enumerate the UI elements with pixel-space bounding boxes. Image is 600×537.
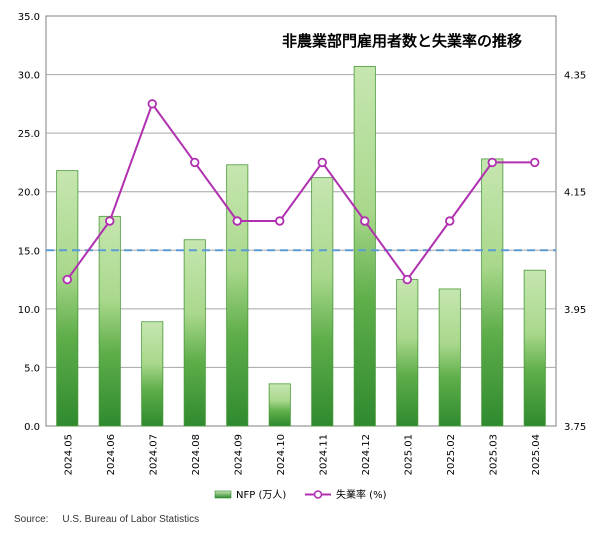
nfp-bar-2025.04 bbox=[523, 269, 546, 427]
nfp-bar-2024.06 bbox=[98, 215, 121, 427]
nfp-bar-2024.11 bbox=[311, 177, 334, 427]
legend-swatch-rate-marker bbox=[313, 490, 323, 499]
x-tick-label: 2024.11 bbox=[318, 434, 329, 475]
nfp-bar-2025.03 bbox=[481, 158, 504, 427]
unemployment-point-2025.02 bbox=[445, 216, 455, 226]
x-axis-ticks: 2024.05 2024.06 2024.07 2024.08 2024.09 2024.… bbox=[63, 434, 542, 475]
nfp-bar-2024.10 bbox=[268, 383, 291, 427]
x-tick-label: 2024.06 bbox=[106, 434, 117, 475]
nfp-bar-2024.08 bbox=[183, 239, 206, 427]
left-tick-label: 5.0 bbox=[24, 363, 40, 374]
unemployment-point-2024.12 bbox=[360, 216, 370, 226]
x-tick-label: 2025.01 bbox=[403, 434, 414, 475]
unemployment-point-2024.06 bbox=[105, 216, 115, 226]
right-tick-label: 3.75 bbox=[564, 422, 586, 433]
x-tick-label: 2024.09 bbox=[233, 434, 244, 475]
unemployment-point-2024.05 bbox=[62, 274, 72, 285]
title-box: 非農業部門雇用者数と失業率の推移 bbox=[258, 26, 544, 54]
right-tick-label: 4.35 bbox=[564, 71, 586, 82]
unemployment-line bbox=[62, 99, 540, 285]
legend-swatch-nfp bbox=[214, 490, 232, 499]
left-axis-ticks: 0.0 5.0 10.0 15.0 20.0 25.0 30.0 35.0 bbox=[18, 12, 40, 433]
x-tick-label: 2024.08 bbox=[191, 434, 202, 475]
chart-title: 非農業部門雇用者数と失業率の推移 bbox=[282, 32, 522, 50]
nfp-bars bbox=[56, 65, 546, 427]
unemployment-point-2025.04 bbox=[530, 157, 540, 168]
legend-label-nfp: NFP (万人) bbox=[236, 489, 286, 501]
nfp-bar-2024.07 bbox=[141, 321, 164, 427]
left-tick-label: 25.0 bbox=[18, 129, 40, 140]
nfp-bar-2025.02 bbox=[438, 288, 461, 427]
unemployment-point-2024.11 bbox=[317, 157, 327, 168]
source-text: U.S. Bureau of Labor Statistics bbox=[62, 514, 200, 525]
plot-area bbox=[45, 15, 557, 427]
title-background bbox=[258, 26, 544, 54]
legend-label-rate: 失業率 (%) bbox=[336, 488, 387, 501]
unemployment-point-2024.08 bbox=[190, 157, 200, 168]
x-tick-label: 2025.02 bbox=[446, 434, 457, 475]
left-tick-label: 20.0 bbox=[18, 188, 40, 199]
plot-frame bbox=[45, 15, 557, 427]
nfp-bar-2024.09 bbox=[226, 164, 249, 427]
unemployment-polyline bbox=[66, 101, 535, 282]
left-tick-label: 0.0 bbox=[24, 422, 40, 433]
unemployment-point-2025.03 bbox=[487, 157, 497, 168]
source-label: Source: bbox=[14, 514, 49, 525]
x-tick-label: 2024.10 bbox=[276, 434, 287, 475]
right-axis-ticks: 3.75 3.95 4.15 4.35 bbox=[564, 71, 586, 433]
left-tick-label: 35.0 bbox=[18, 12, 40, 23]
x-tick-label: 2024.07 bbox=[148, 434, 159, 475]
right-tick-label: 4.15 bbox=[564, 188, 586, 199]
unemployment-point-2024.10 bbox=[275, 216, 285, 226]
nfp-bar-2024.05 bbox=[56, 170, 79, 427]
x-tick-label: 2024.12 bbox=[361, 434, 372, 475]
source-line: Source: U.S. Bureau of Labor Statistics bbox=[14, 514, 199, 525]
left-tick-label: 30.0 bbox=[18, 71, 40, 82]
nfp-bar-2024.12 bbox=[353, 65, 376, 427]
x-tick-label: 2025.03 bbox=[488, 434, 499, 475]
x-tick-label: 2024.05 bbox=[63, 434, 74, 475]
left-tick-label: 15.0 bbox=[18, 246, 40, 257]
legend: NFP (万人) 失業率 (%) bbox=[214, 488, 387, 501]
right-tick-label: 3.95 bbox=[564, 305, 586, 316]
unemployment-point-2024.07 bbox=[147, 99, 157, 109]
x-tick-label: 2025.04 bbox=[531, 434, 542, 475]
unemployment-point-2024.09 bbox=[232, 216, 242, 226]
nfp-bar-2025.01 bbox=[396, 279, 419, 427]
left-tick-label: 10.0 bbox=[18, 305, 40, 316]
unemployment-point-2025.01 bbox=[402, 274, 412, 285]
